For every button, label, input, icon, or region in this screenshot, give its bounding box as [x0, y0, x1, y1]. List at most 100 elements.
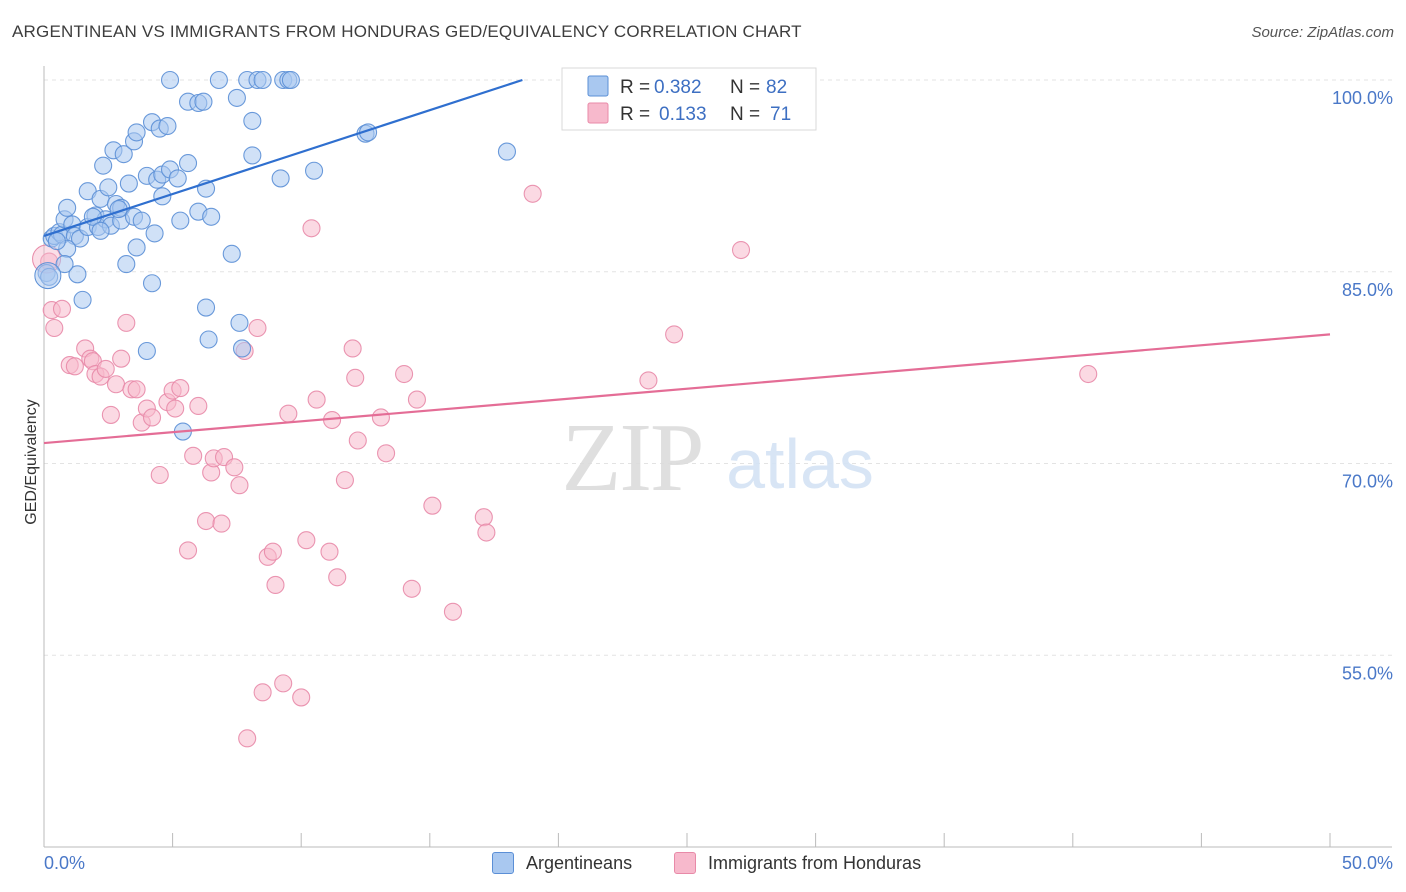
- y-tick-label: 85.0%: [1342, 280, 1393, 300]
- stats-swatch-pink: [587, 102, 609, 124]
- point-argentineans: [194, 92, 213, 111]
- watermark-zip: ZIP: [562, 404, 703, 512]
- y-tick-label: 70.0%: [1342, 472, 1393, 492]
- point-argentineans: [117, 255, 136, 274]
- chart-title: ARGENTINEAN VS IMMIGRANTS FROM HONDURAS …: [12, 22, 802, 41]
- point-honduras: [292, 688, 311, 707]
- point-honduras: [307, 390, 326, 409]
- point-argentineans: [281, 70, 300, 90]
- point-honduras: [377, 444, 396, 463]
- point-argentineans: [68, 265, 87, 284]
- point-argentineans: [230, 313, 249, 332]
- legend-label-argentineans: Argentineans: [526, 852, 633, 873]
- x-tick-labels: 0.0% 50.0%: [44, 853, 1393, 873]
- point-honduras: [474, 508, 493, 527]
- point-honduras: [266, 575, 285, 594]
- y-tick-label: 100.0%: [1332, 88, 1393, 108]
- y-tick-labels: 55.0% 70.0% 85.0% 100.0%: [1332, 88, 1393, 683]
- trend-lines: [43, 78, 1331, 445]
- point-honduras: [150, 465, 169, 485]
- point-argentineans: [132, 211, 151, 230]
- point-argentineans: [253, 70, 272, 90]
- point-honduras: [178, 541, 198, 560]
- point-honduras: [423, 496, 442, 515]
- series-honduras: [32, 70, 1098, 748]
- stats-swatch-blue: [587, 75, 609, 97]
- point-argentineans: [199, 330, 218, 349]
- y-tick-label: 55.0%: [1342, 663, 1393, 683]
- point-honduras: [263, 542, 282, 561]
- point-argentineans: [158, 116, 177, 136]
- point-honduras: [402, 579, 421, 598]
- point-argentineans: [178, 154, 198, 173]
- point-honduras: [106, 375, 126, 394]
- point-argentineans: [171, 211, 190, 230]
- point-honduras: [45, 318, 64, 338]
- point-honduras: [1079, 364, 1098, 384]
- point-argentineans: [243, 111, 262, 130]
- point-argentineans: [58, 198, 77, 217]
- point-argentineans: [119, 174, 138, 193]
- point-honduras: [96, 359, 115, 378]
- point-argentineans: [196, 298, 216, 317]
- point-honduras: [346, 368, 365, 387]
- watermark-atlas: atlas: [726, 425, 874, 503]
- point-argentineans: [222, 244, 241, 263]
- legend-swatch-blue: [492, 852, 514, 874]
- point-honduras: [665, 325, 684, 344]
- stats-r-label-2: R =: [620, 104, 650, 125]
- point-argentineans: [305, 161, 324, 180]
- legend-swatch-pink: [674, 852, 696, 874]
- x-tick-label: 50.0%: [1342, 853, 1393, 873]
- stats-r-value-1: 0.382: [654, 77, 702, 98]
- point-argentineans: [160, 70, 180, 90]
- stats-n-value-2: 71: [770, 104, 791, 125]
- series-argentineans: [34, 70, 517, 441]
- point-argentineans: [142, 274, 162, 293]
- point-argentineans: [127, 238, 146, 257]
- point-honduras: [225, 458, 244, 477]
- point-honduras: [477, 523, 496, 542]
- point-argentineans: [209, 70, 228, 90]
- series-legend: Argentineans Immigrants from Honduras: [0, 852, 1406, 878]
- point-argentineans: [497, 142, 517, 161]
- point-honduras: [166, 399, 185, 418]
- point-honduras: [238, 729, 257, 748]
- x-tick-label: 0.0%: [44, 853, 85, 873]
- watermark: ZIP atlas: [562, 404, 874, 512]
- point-argentineans: [127, 123, 146, 142]
- point-honduras: [230, 476, 249, 495]
- point-honduras: [101, 405, 120, 424]
- point-honduras: [328, 568, 347, 587]
- point-argentineans: [243, 146, 262, 165]
- point-honduras: [443, 602, 462, 621]
- source-label: Source: ZipAtlas.com: [1251, 24, 1394, 41]
- point-honduras: [335, 471, 354, 490]
- point-argentineans: [227, 88, 246, 107]
- point-argentineans: [55, 255, 74, 274]
- point-honduras: [212, 514, 231, 533]
- point-honduras: [343, 339, 362, 358]
- point-honduras: [196, 511, 216, 531]
- stats-n-value-1: 82: [766, 77, 787, 98]
- point-argentineans: [232, 339, 252, 358]
- stats-r-label-1: R =: [620, 77, 650, 98]
- point-honduras: [371, 408, 390, 427]
- point-honduras: [184, 446, 203, 465]
- point-honduras: [639, 371, 658, 390]
- point-honduras: [142, 408, 162, 427]
- point-argentineans: [114, 145, 133, 164]
- trend-line-argentineans: [43, 78, 523, 238]
- y-axis-label: GED/Equivalency: [23, 399, 40, 524]
- stats-n-label-1: N =: [730, 77, 760, 98]
- axes: [43, 66, 1392, 848]
- point-argentineans: [73, 290, 92, 309]
- point-honduras: [731, 240, 751, 260]
- point-argentineans: [137, 341, 156, 361]
- point-honduras: [297, 531, 316, 550]
- stats-legend: R = 0.382 N = 82 R = 0.133 N = 71: [561, 67, 817, 131]
- point-honduras: [112, 349, 131, 368]
- point-honduras: [117, 313, 136, 332]
- point-honduras: [171, 379, 190, 398]
